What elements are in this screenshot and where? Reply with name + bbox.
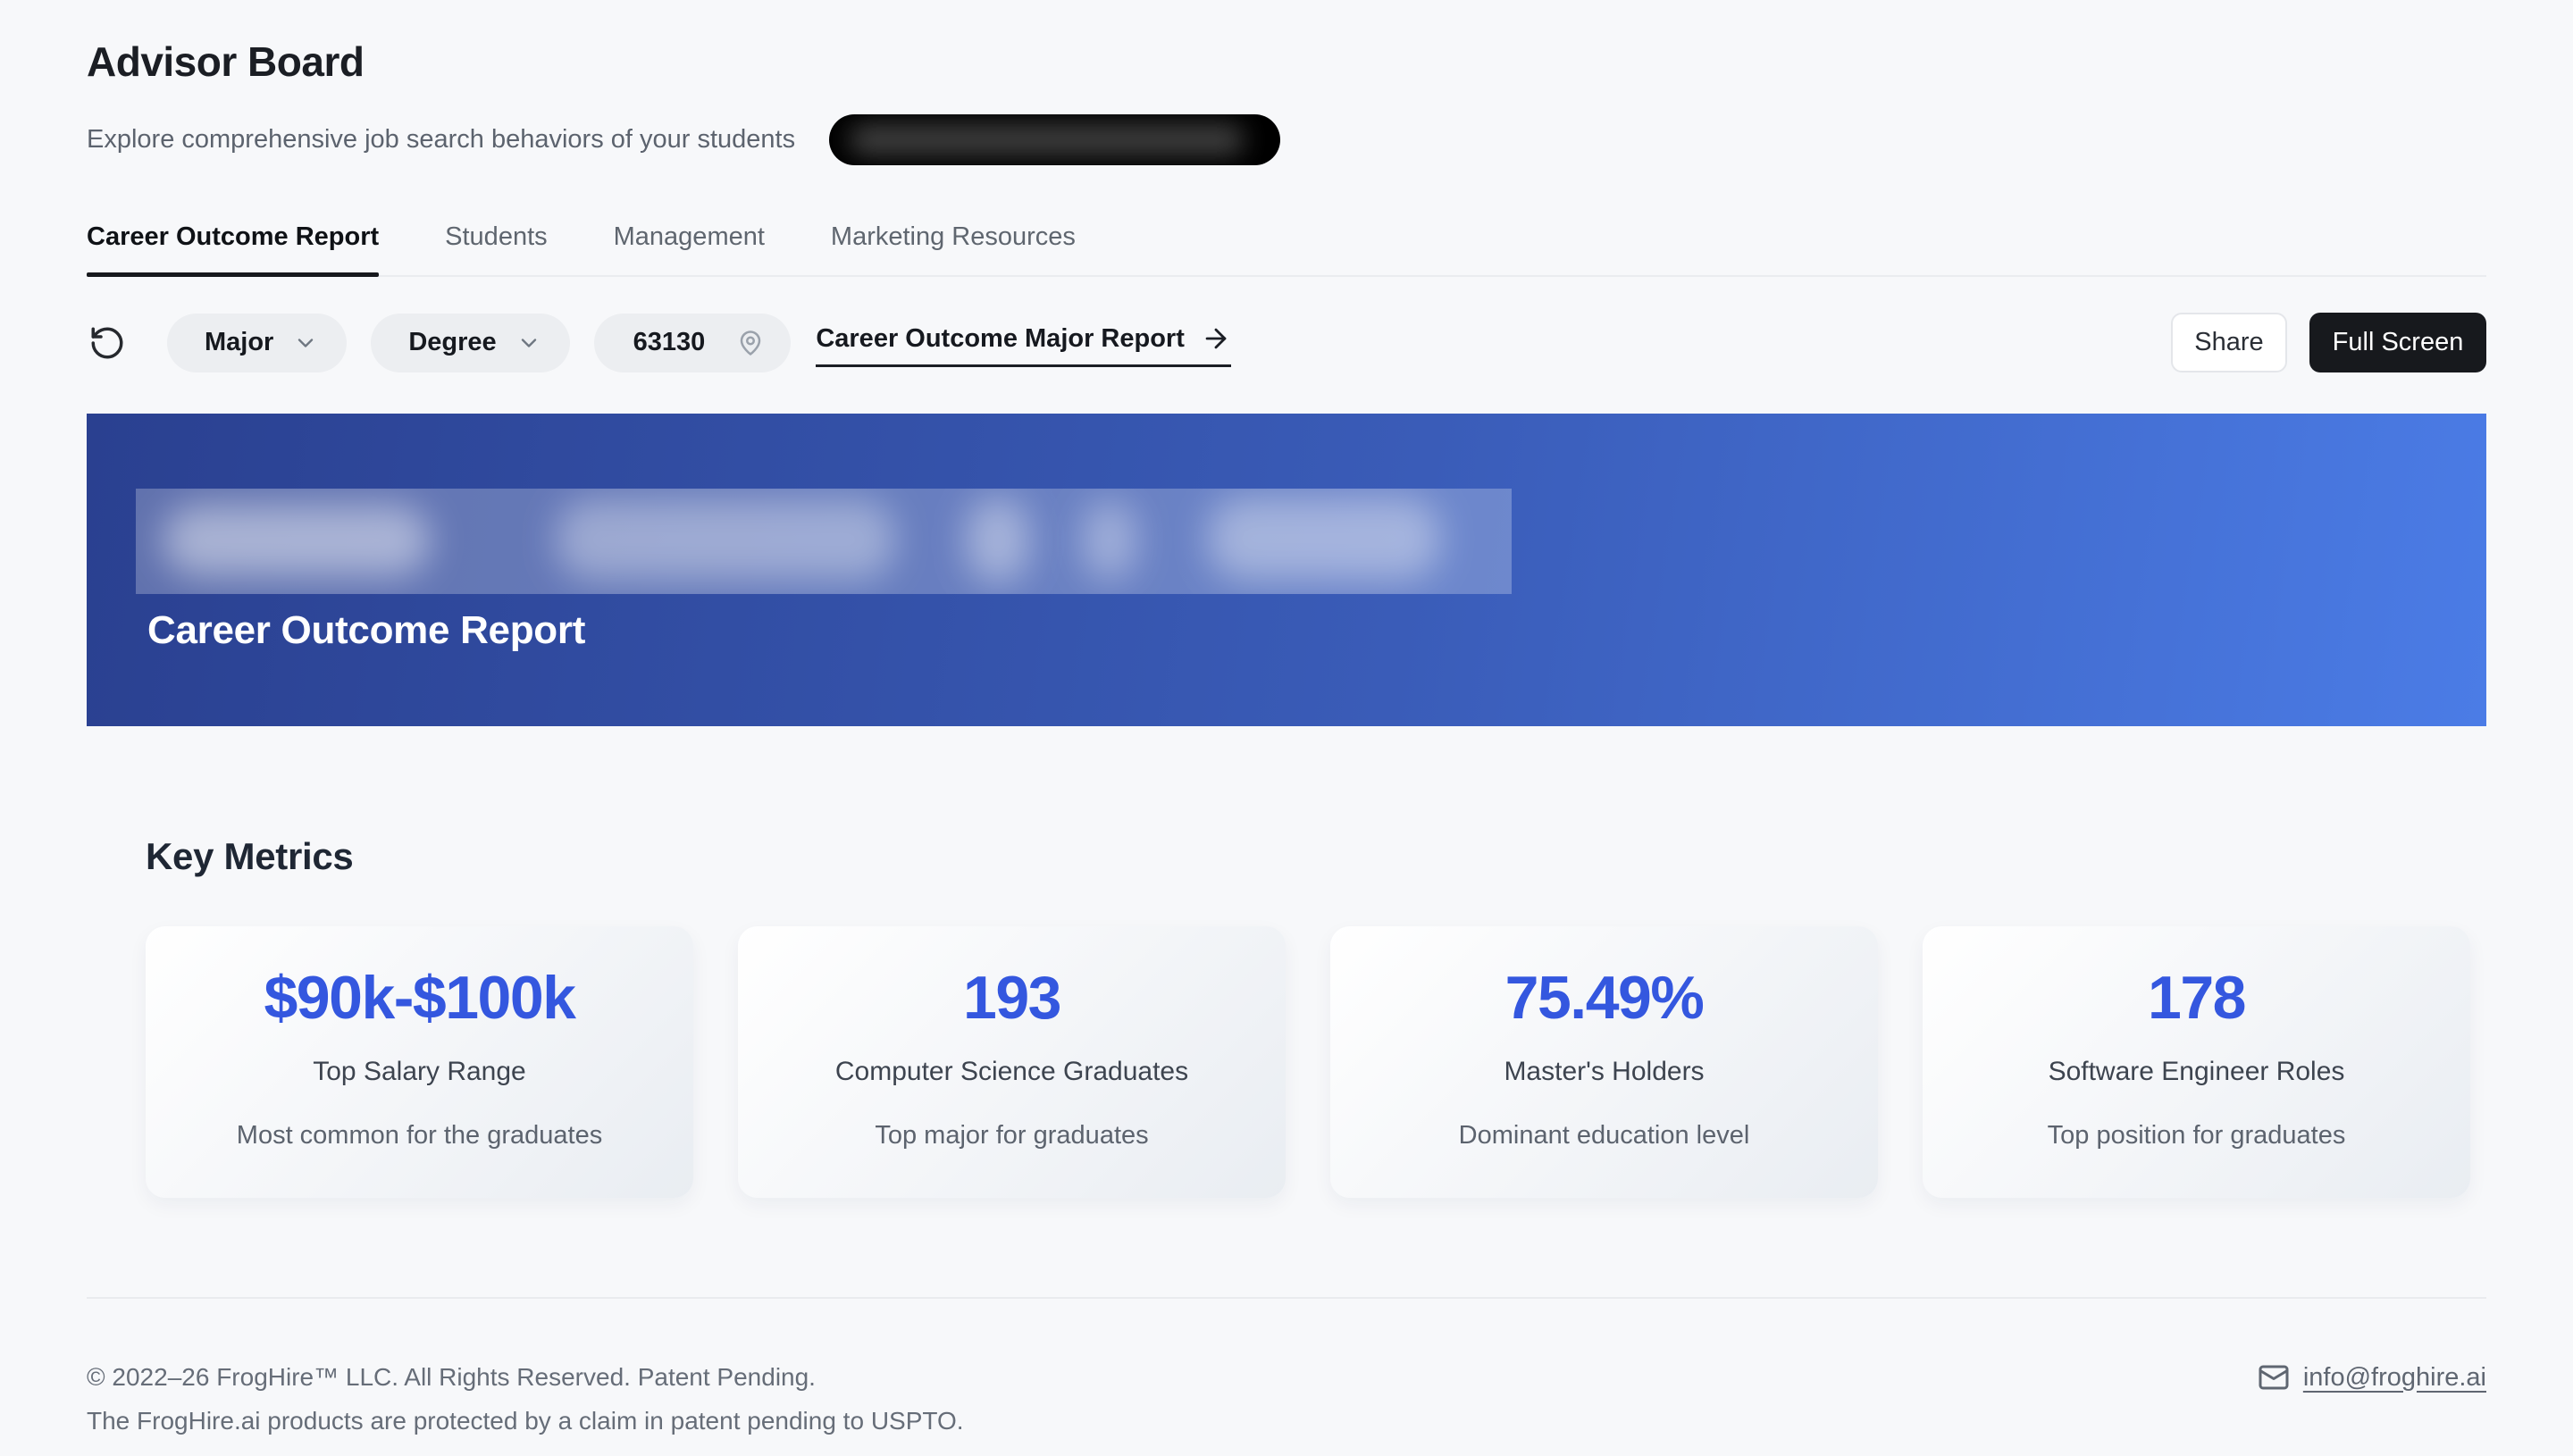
- metric-card-masters: 75.49% Master's Holders Dominant educati…: [1330, 926, 1878, 1198]
- zipcode-filter[interactable]: 63130: [593, 313, 792, 372]
- filter-bar: Major Degree 63130 Career Outcome Major …: [87, 313, 2486, 372]
- metric-subtext: Dominant education level: [1458, 1121, 1750, 1150]
- zipcode-value: 63130: [633, 328, 706, 356]
- contact-email-link[interactable]: info@froghire.ai: [2258, 1361, 2486, 1393]
- full-screen-button[interactable]: Full Screen: [2309, 313, 2486, 372]
- redacted-school-badge: [829, 114, 1281, 165]
- metric-value: $90k-$100k: [264, 964, 576, 1032]
- patent-line: The FrogHire.ai products are protected b…: [87, 1407, 964, 1435]
- page-title: Advisor Board: [87, 38, 365, 85]
- metric-label: Master's Holders: [1504, 1057, 1705, 1086]
- metric-value: 193: [963, 964, 1061, 1032]
- degree-filter-dropdown[interactable]: Degree: [371, 313, 570, 372]
- metric-label: Software Engineer Roles: [2048, 1057, 2345, 1086]
- metric-card-graduates: 193 Computer Science Graduates Top major…: [738, 926, 1286, 1198]
- page-footer: © 2022–26 FrogHire™ LLC. All Rights Rese…: [87, 1297, 2486, 1439]
- footer-legal: © 2022–26 FrogHire™ LLC. All Rights Rese…: [87, 1360, 964, 1439]
- career-outcome-major-report-link[interactable]: Career Outcome Major Report: [816, 323, 1231, 367]
- metric-subtext: Most common for the graduates: [236, 1121, 603, 1150]
- metric-label: Top Salary Range: [313, 1057, 526, 1086]
- report-banner: Career Outcome Report: [87, 414, 2486, 726]
- tab-marketing-resources[interactable]: Marketing Resources: [830, 222, 1076, 251]
- metric-card-software-roles: 178 Software Engineer Roles Top position…: [1923, 926, 2470, 1198]
- metric-subtext: Top position for graduates: [2047, 1121, 2346, 1150]
- header-actions: Share Full Screen: [2171, 313, 2486, 372]
- metric-cards-row: $90k-$100k Top Salary Range Most common …: [146, 926, 2486, 1198]
- key-metrics-heading: Key Metrics: [146, 835, 354, 877]
- key-metrics-section: Key Metrics $90k-$100k Top Salary Range …: [87, 835, 2486, 1198]
- metric-card-salary: $90k-$100k Top Salary Range Most common …: [146, 926, 693, 1198]
- metric-subtext: Top major for graduates: [875, 1121, 1149, 1150]
- arrow-right-icon: [1205, 328, 1227, 349]
- redacted-university-name: [136, 489, 1512, 594]
- metric-label: Computer Science Graduates: [834, 1057, 1189, 1086]
- tab-bar: Career Outcome Report Students Managemen…: [87, 222, 2486, 277]
- chevron-down-icon: [521, 338, 536, 347]
- share-button[interactable]: Share: [2171, 313, 2287, 372]
- page-subtitle: Explore comprehensive job search behavio…: [87, 125, 796, 154]
- metric-value: 75.49%: [1504, 964, 1705, 1032]
- major-filter-label: Major: [205, 328, 274, 356]
- rotate-ccw-icon: [91, 327, 123, 358]
- reset-filters-button[interactable]: [87, 322, 128, 364]
- tab-management[interactable]: Management: [613, 222, 765, 251]
- degree-filter-label: Degree: [408, 328, 497, 356]
- chevron-down-icon: [298, 338, 314, 347]
- redacted-blur: [849, 124, 1245, 155]
- page-header: Advisor Board Explore comprehensive job …: [87, 0, 2486, 165]
- mail-icon: [2259, 1365, 2289, 1390]
- report-link-label: Career Outcome Major Report: [816, 323, 1185, 353]
- metric-value: 178: [2148, 964, 2246, 1032]
- banner-title: Career Outcome Report: [147, 608, 586, 652]
- contact-email-text: info@froghire.ai: [2302, 1362, 2486, 1392]
- copyright-line: © 2022–26 FrogHire™ LLC. All Rights Rese…: [87, 1363, 816, 1391]
- tab-career-outcome-report[interactable]: Career Outcome Report: [87, 222, 380, 277]
- map-pin-icon: [741, 330, 761, 356]
- major-filter-dropdown[interactable]: Major: [167, 313, 348, 372]
- tab-students[interactable]: Students: [445, 222, 548, 251]
